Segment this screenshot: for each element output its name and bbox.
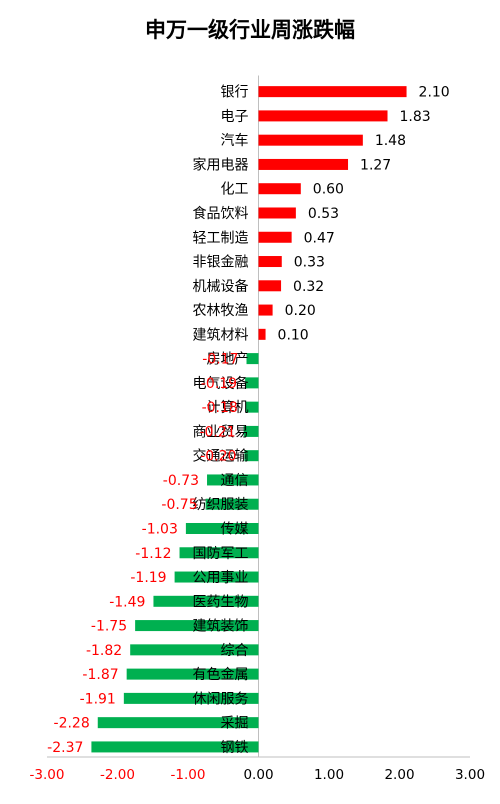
- category-label: 综合: [221, 643, 249, 659]
- data-label: -2.37: [47, 740, 83, 756]
- data-label: 0.10: [278, 327, 309, 343]
- bar: [153, 595, 259, 607]
- data-label: -2.28: [54, 716, 90, 732]
- data-label: 0.20: [285, 303, 316, 319]
- data-label: 0.47: [304, 230, 335, 246]
- x-tick-label: -3.00: [30, 767, 65, 783]
- bar: [185, 522, 259, 534]
- data-label: -1.12: [135, 546, 171, 562]
- x-tick-label: -1.00: [171, 767, 206, 783]
- x-tick-label: 3.00: [455, 767, 485, 783]
- bar: [258, 183, 301, 195]
- data-label: 1.27: [360, 157, 391, 173]
- category-label: 非银金融: [193, 255, 249, 271]
- data-label: -0.73: [163, 473, 199, 489]
- data-label: 2.10: [419, 85, 450, 101]
- data-label: 0.33: [294, 255, 325, 271]
- bar: [246, 353, 259, 365]
- bar: [179, 547, 259, 559]
- bar: [258, 231, 292, 243]
- bar: [123, 692, 259, 704]
- data-label: 0.53: [308, 206, 339, 222]
- category-label: 食品饮料: [193, 205, 249, 222]
- category-label: 医药生物: [193, 594, 249, 610]
- data-label: -0.21: [199, 424, 235, 440]
- bar: [97, 717, 259, 729]
- bar: [258, 207, 296, 219]
- data-label: 1.83: [400, 109, 431, 125]
- data-label: 0.60: [313, 182, 344, 198]
- x-tick-label: 1.00: [314, 767, 344, 783]
- data-label: -1.19: [130, 570, 166, 586]
- bar: [135, 620, 259, 632]
- data-label: 1.48: [375, 133, 406, 149]
- category-label: 商业贸易: [193, 424, 249, 440]
- category-label: 电子: [221, 109, 249, 125]
- bar: [245, 401, 259, 413]
- category-label: 电气设备: [193, 375, 249, 392]
- category-label: 银行: [221, 85, 249, 101]
- category-label: 机械设备: [193, 278, 249, 295]
- data-label: -0.19: [201, 376, 237, 392]
- x-tick-label: -2.00: [100, 767, 135, 783]
- category-label: 有色金属: [193, 666, 249, 683]
- x-tick-label: 0.00: [243, 767, 273, 783]
- category-label: 家用电器: [193, 156, 249, 173]
- data-label: -1.91: [80, 691, 116, 707]
- category-label: 钢铁: [221, 740, 249, 756]
- category-label: 建筑装饰: [193, 619, 249, 635]
- bar: [207, 474, 259, 486]
- category-label: 纺织服装: [193, 497, 249, 513]
- data-label: 0.32: [293, 279, 324, 295]
- data-label: -0.18: [202, 400, 238, 416]
- category-label: 汽车: [221, 132, 249, 149]
- data-label: -0.75: [161, 497, 197, 513]
- chart-title: 申万一级行业周涨跌幅: [145, 18, 355, 42]
- category-label: 采掘: [221, 716, 249, 732]
- bar: [258, 328, 266, 340]
- bar: [245, 377, 259, 389]
- bar: [258, 280, 282, 292]
- category-label: 通信: [221, 473, 249, 489]
- bar: [258, 86, 407, 98]
- bar: [258, 110, 388, 122]
- data-label: -1.49: [109, 594, 145, 610]
- category-label: 建筑材料: [193, 327, 249, 343]
- bar: [258, 134, 363, 146]
- bar: [130, 644, 259, 656]
- bar: [258, 304, 273, 316]
- category-label: 公用事业: [193, 570, 249, 586]
- category-label: 国防军工: [193, 546, 249, 562]
- data-label: -1.75: [91, 619, 127, 635]
- category-label: 休闲服务: [193, 691, 249, 707]
- bar: [258, 158, 349, 170]
- bar: [243, 425, 259, 437]
- category-label: 房地产: [207, 352, 249, 368]
- data-label: -0.20: [200, 449, 236, 465]
- bar: [244, 450, 259, 462]
- bar: [91, 741, 259, 753]
- data-label: -1.82: [86, 643, 122, 659]
- category-label: 计算机: [207, 400, 249, 416]
- category-label: 交通运输: [193, 448, 249, 465]
- bar: [174, 571, 259, 583]
- data-label: -1.87: [82, 667, 118, 683]
- bar: [258, 256, 282, 268]
- category-label: 轻工制造: [193, 230, 249, 246]
- bar: [205, 498, 259, 510]
- category-label: 农林牧渔: [193, 303, 249, 319]
- category-label: 传媒: [221, 521, 249, 537]
- data-label: -1.03: [142, 521, 178, 537]
- x-tick-label: 2.00: [384, 767, 414, 783]
- data-label: -0.17: [202, 352, 238, 368]
- category-label: 化工: [221, 182, 249, 198]
- bar: [126, 668, 259, 680]
